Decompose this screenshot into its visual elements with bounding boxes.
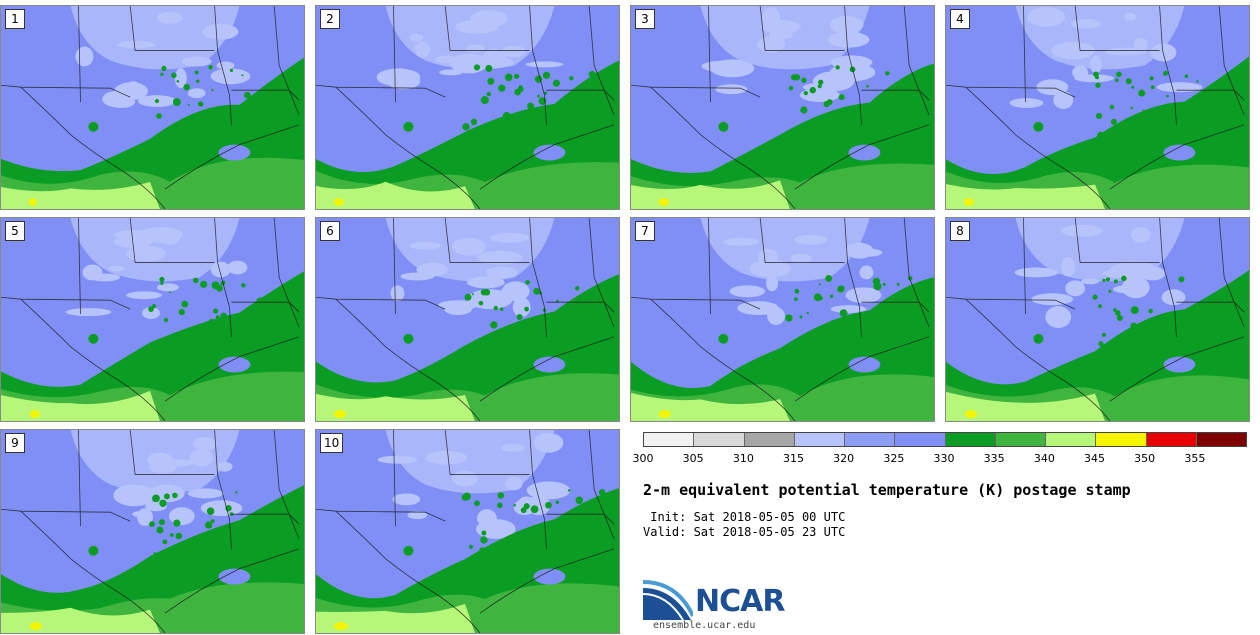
colorbar-tick-label: 310 bbox=[732, 452, 754, 465]
member-number-label: 10 bbox=[320, 433, 344, 453]
colorbar-swatch bbox=[744, 433, 795, 446]
postage-stamp-map[interactable]: 6 bbox=[315, 217, 620, 422]
map-field bbox=[631, 6, 934, 209]
colorbar-tick-label: 300 bbox=[632, 452, 654, 465]
map-field bbox=[316, 218, 619, 421]
colorbar-tick-label: 320 bbox=[833, 452, 855, 465]
postage-stamp-map[interactable]: 9 bbox=[0, 429, 305, 634]
map-field bbox=[946, 6, 1249, 209]
map-field bbox=[1, 6, 304, 209]
postage-stamp-map[interactable]: 2 bbox=[315, 5, 620, 210]
member-number-label: 9 bbox=[5, 433, 25, 453]
colorbar-swatch bbox=[1096, 433, 1147, 446]
colorbar-swatch bbox=[1046, 433, 1097, 446]
valid-time: Valid: Sat 2018-05-05 23 UTC bbox=[643, 525, 846, 539]
ncar-wordmark: NCAR bbox=[695, 584, 785, 619]
ncar-logo[interactable]: NCAR ensemble.ucar.edu bbox=[643, 576, 803, 634]
map-field bbox=[316, 6, 619, 209]
colorbar-swatch bbox=[1196, 433, 1246, 446]
postage-stamp-map[interactable]: 8 bbox=[945, 217, 1250, 422]
colorbar-tick-label: 340 bbox=[1033, 452, 1055, 465]
postage-stamp-map[interactable]: 1 bbox=[0, 5, 305, 210]
map-field bbox=[1, 218, 304, 421]
colorbar-swatch bbox=[845, 433, 896, 446]
postage-stamp-map[interactable]: 3 bbox=[630, 5, 935, 210]
member-number-label: 5 bbox=[5, 221, 25, 241]
map-field bbox=[316, 430, 619, 633]
colorbar-swatch bbox=[995, 433, 1046, 446]
map-field bbox=[1, 430, 304, 633]
postage-stamp-map[interactable]: 10 bbox=[315, 429, 620, 634]
colorbar-tick-label: 335 bbox=[983, 452, 1005, 465]
colorbar-tick-labels: 300 305 310 315 320 325 330 335 340 345 350 355 bbox=[633, 452, 1247, 466]
member-number-label: 7 bbox=[635, 221, 655, 241]
map-field bbox=[946, 218, 1249, 421]
postage-stamp-map[interactable]: 7 bbox=[630, 217, 935, 422]
colorbar-tick-label: 330 bbox=[933, 452, 955, 465]
colorbar-tick-label: 355 bbox=[1184, 452, 1206, 465]
init-time: Init: Sat 2018-05-05 00 UTC bbox=[643, 510, 846, 524]
colorbar-swatches bbox=[643, 432, 1247, 447]
postage-stamp-map[interactable]: 4 bbox=[945, 5, 1250, 210]
colorbar-swatch bbox=[895, 433, 946, 446]
colorbar-swatch bbox=[644, 433, 695, 446]
colorbar-tick-label: 305 bbox=[682, 452, 704, 465]
colorbar-tick-label: 315 bbox=[783, 452, 804, 465]
colorbar: 300 305 310 315 320 325 330 335 340 345 350 355 bbox=[633, 432, 1247, 465]
colorbar-tick-label: 325 bbox=[883, 452, 905, 465]
ncar-logo-icon bbox=[643, 580, 693, 620]
member-number-label: 1 bbox=[5, 9, 25, 29]
colorbar-tick-label: 350 bbox=[1134, 452, 1156, 465]
colorbar-swatch bbox=[794, 433, 845, 446]
chart-title: 2-m equivalent potential temperature (K)… bbox=[643, 481, 1131, 499]
postage-stamp-map[interactable]: 5 bbox=[0, 217, 305, 422]
colorbar-tick-label: 345 bbox=[1084, 452, 1105, 465]
member-number-label: 2 bbox=[320, 9, 340, 29]
colorbar-swatch bbox=[1146, 433, 1197, 446]
member-number-label: 6 bbox=[320, 221, 340, 241]
member-number-label: 4 bbox=[950, 9, 970, 29]
ensemble-url[interactable]: ensemble.ucar.edu bbox=[653, 620, 756, 631]
member-number-label: 3 bbox=[635, 9, 655, 29]
member-number-label: 8 bbox=[950, 221, 970, 241]
colorbar-swatch bbox=[694, 433, 745, 446]
map-field bbox=[631, 218, 934, 421]
colorbar-swatch bbox=[945, 433, 996, 446]
